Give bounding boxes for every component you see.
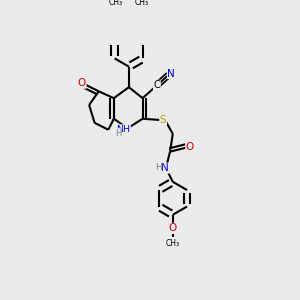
Text: S: S bbox=[160, 115, 166, 125]
Text: C: C bbox=[154, 80, 160, 90]
Text: H: H bbox=[155, 163, 162, 172]
Text: NH: NH bbox=[116, 125, 130, 134]
Text: CH₃: CH₃ bbox=[166, 239, 180, 248]
Text: H: H bbox=[115, 129, 122, 138]
Text: N: N bbox=[161, 163, 169, 173]
Text: N: N bbox=[167, 68, 175, 79]
Text: CH₃: CH₃ bbox=[109, 0, 123, 7]
Text: O: O bbox=[169, 224, 177, 233]
Text: O: O bbox=[186, 142, 194, 152]
Text: CH₃: CH₃ bbox=[135, 0, 149, 7]
Text: O: O bbox=[78, 78, 86, 88]
